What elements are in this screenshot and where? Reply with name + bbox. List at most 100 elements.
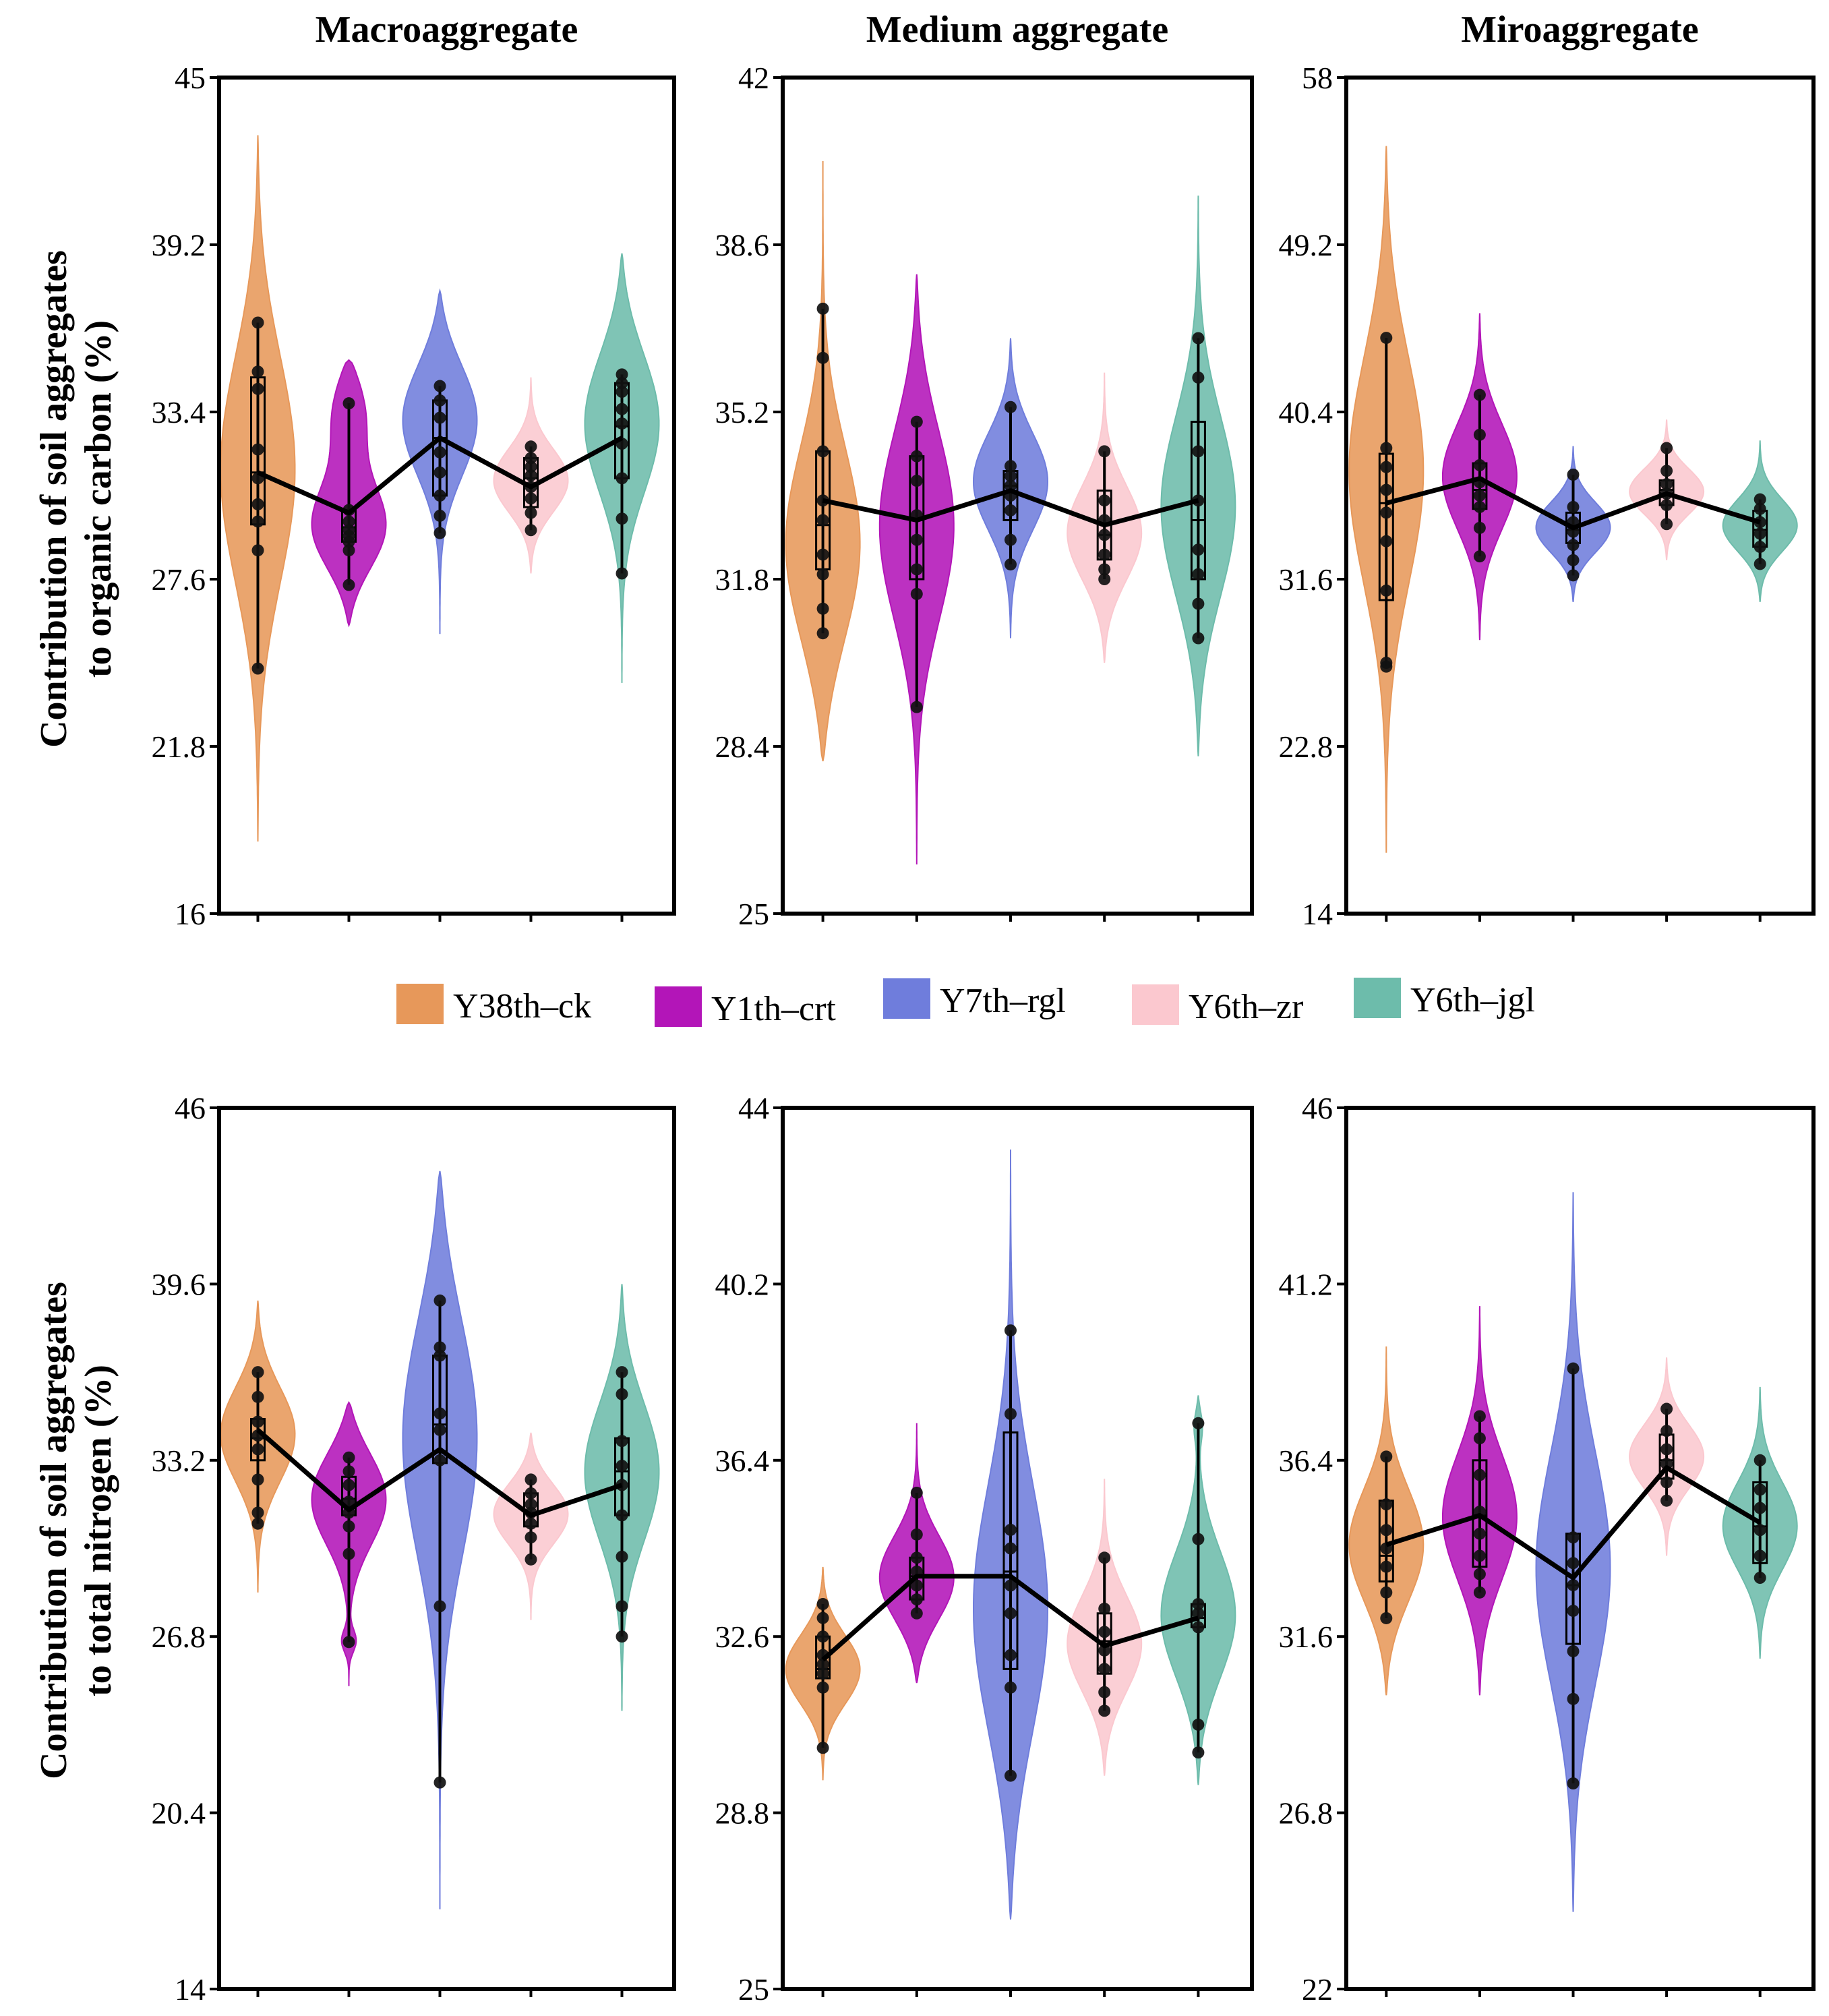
data-point-y6th-jgl-2 [616,512,628,525]
y-tick-label: 38.6 [715,228,770,262]
mean-line [821,1574,1199,1662]
data-point-y7th-rgl-8 [1005,401,1017,413]
data-point-y6th-jgl-4 [1753,1502,1766,1514]
data-point-y6th-jgl-7 [616,1435,628,1448]
data-point-y6th-jgl-4 [1192,543,1205,556]
data-point-y38th-ck-2 [1380,1586,1393,1599]
data-point-y7th-rgl-5 [1567,1578,1580,1591]
legend-swatch [655,986,702,1027]
data-point-y6th-jgl-5 [1192,1598,1205,1611]
data-point-y7th-rgl-1 [1005,558,1017,571]
data-point-y7th-rgl-4 [1005,1607,1017,1620]
data-point-y7th-rgl-4 [433,466,446,479]
data-point-y6th-zr-1 [524,1553,537,1566]
data-point-y6th-zr-2 [524,1531,537,1544]
y-tick-label: 16 [175,897,206,931]
data-point-y38th-ck-8 [251,365,264,378]
data-point-y7th-rgl-5 [433,446,446,458]
data-point-y38th-ck-3 [816,1667,829,1680]
data-point-y1th-crt-6 [910,475,923,487]
data-point-y7th-rgl-6 [433,411,446,424]
data-point-y1th-crt-2 [1473,1568,1486,1580]
y-tick-label: 33.2 [152,1444,206,1478]
data-point-y38th-ck-8 [816,1598,829,1611]
data-point-y38th-ck-4 [816,548,829,561]
data-point-y6th-zr-3 [1098,548,1111,561]
panel-2: Medium aggregate 25 28.4 31.8 35.2 38.6 42 [715,9,1254,931]
data-point-y1th-crt-8 [342,397,355,410]
data-point-y6th-jgl-6 [616,1459,628,1472]
data-point-y7th-rgl-8 [433,1294,446,1307]
data-point-y38th-ck-2 [816,1681,829,1694]
data-point-y6th-zr-3 [524,1517,537,1530]
data-point-y7th-rgl-7 [1005,460,1017,473]
y-tick-label: 32.6 [715,1620,770,1654]
data-point-y6th-jgl-6 [1753,1454,1766,1466]
legend-item-y6th-zr: Y6th–zr [1132,984,1303,1026]
data-point-y6th-zr-8 [524,440,537,453]
data-point-y38th-ck-1 [251,662,264,675]
plot-frame [1344,76,1816,916]
data-point-y7th-rgl-5 [433,1407,446,1420]
y-tick-label: 36.4 [1279,1444,1333,1478]
legend-label: Y7th–rgl [940,982,1066,1020]
y-tick-label: 39.6 [152,1267,206,1301]
data-point-y7th-rgl-4 [1567,1605,1580,1618]
data-point-y6th-jgl-3 [1192,568,1205,581]
data-point-y6th-zr-5 [1660,1425,1673,1437]
data-point-y6th-zr-5 [524,1498,537,1511]
data-point-y38th-ck-6 [1380,483,1393,496]
data-point-y7th-rgl-3 [1005,1649,1017,1661]
y-tick-label: 36.4 [715,1444,770,1478]
data-point-y1th-crt-6 [910,1528,923,1541]
box-y1th-crt [1472,1459,1488,1568]
data-point-y7th-rgl-2 [433,1600,446,1613]
y-tick-label: 45 [175,61,206,95]
ylabel-line-2: to total nitrogen (%) [78,1365,119,1696]
mean-line [256,1428,623,1518]
data-point-y38th-ck-3 [251,515,264,528]
data-point-y38th-ck-7 [816,1611,829,1624]
data-point-y7th-rgl-7 [433,394,446,407]
data-point-y6th-jgl-2 [1753,541,1766,554]
data-point-y38th-ck-7 [816,445,829,458]
data-point-y7th-rgl-6 [1567,1557,1580,1570]
legend-item-y6th-jgl: Y6th–jgl [1354,978,1535,1019]
data-point-y6th-zr-1 [1098,573,1111,585]
data-point-y7th-rgl-1 [433,527,446,539]
data-point-y6th-zr-6 [1098,1602,1111,1615]
data-point-y6th-zr-1 [1660,1494,1673,1507]
legend-label: Y6th–zr [1189,988,1303,1026]
data-point-y6th-zr-1 [524,524,537,537]
legend: Y38th–ck Y1th–crt Y7th–rgl Y6th–zr Y6th–jgl [396,978,1535,1028]
data-point-y7th-rgl-3 [1567,1644,1580,1657]
panel-4: 14 20.4 26.8 33.2 39.6 46 [152,1091,676,2007]
data-point-y38th-ck-6 [251,443,264,456]
data-point-y38th-ck-4 [251,1443,264,1456]
y-tick-label: 14 [1302,897,1333,931]
data-point-y6th-zr-6 [1660,442,1673,454]
data-point-y6th-zr-7 [1098,445,1111,458]
data-point-y6th-zr-2 [1098,1686,1111,1698]
data-point-y38th-ck-2 [816,602,829,615]
y-tick-label: 33.4 [152,395,206,429]
y-tick-label: 58 [1302,61,1333,95]
data-point-y1th-crt-6 [342,515,355,528]
data-point-y6th-jgl-2 [1753,1549,1766,1562]
data-point-y6th-zr-1 [1660,518,1673,531]
data-point-y6th-zr-5 [1660,465,1673,477]
data-point-y1th-crt-3 [1473,1549,1486,1562]
legend-swatch [1354,978,1401,1018]
data-point-y6th-zr-4 [1660,478,1673,491]
data-point-y7th-rgl-3 [433,1454,446,1466]
data-point-y38th-ck-6 [816,1630,829,1643]
legend-swatch [1132,984,1179,1025]
y-tick-label: 44 [738,1091,769,1125]
data-point-y7th-rgl-2 [433,509,446,522]
data-point-y6th-zr-6 [524,461,537,473]
data-point-y6th-jgl-2 [616,1600,628,1613]
data-point-y7th-rgl-6 [1005,1542,1017,1555]
panels-layer: Macroaggregate 16 21.8 27.6 33.4 39.2 45 Medium… [152,9,1816,2007]
data-point-y6th-jgl-4 [1192,1607,1205,1620]
box-y6th-jgl [1752,1481,1768,1564]
